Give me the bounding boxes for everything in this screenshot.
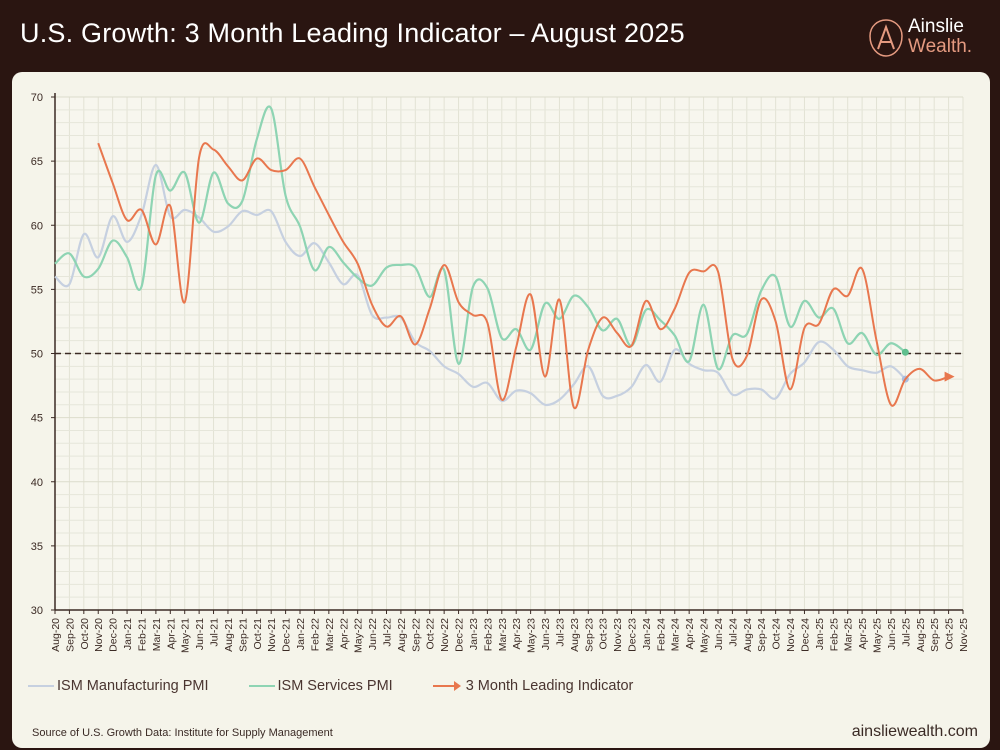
x-tick-label: Oct-21 bbox=[252, 618, 264, 650]
x-tick-label: Nov-22 bbox=[439, 618, 451, 652]
legend-arrow-icon bbox=[432, 681, 461, 691]
x-tick-label: Oct-20 bbox=[79, 618, 91, 650]
x-tick-label: Oct-22 bbox=[425, 618, 437, 650]
legend-swatch-services bbox=[248, 685, 275, 687]
x-tick-label: Jun-25 bbox=[886, 618, 898, 650]
x-tick-label: Apr-21 bbox=[165, 618, 177, 650]
series-leading-indicator bbox=[97, 142, 949, 410]
y-tick-label: 55 bbox=[31, 284, 43, 296]
x-tick-label: May-25 bbox=[872, 618, 884, 653]
y-tick-label: 70 bbox=[31, 92, 43, 104]
x-tick-label: Oct-25 bbox=[944, 618, 956, 650]
x-tick-label: Feb-25 bbox=[828, 618, 840, 651]
x-tick-label: Dec-22 bbox=[454, 618, 466, 652]
x-tick-label: Jul-23 bbox=[554, 618, 566, 647]
y-tick-label: 65 bbox=[31, 156, 43, 168]
legend-item-services: ISM Services PMI bbox=[248, 678, 393, 694]
x-tick-label: Nov-23 bbox=[612, 618, 624, 652]
x-tick-label: Sep-20 bbox=[64, 618, 76, 652]
legend-label: ISM Services PMI bbox=[277, 678, 393, 694]
y-tick-label: 35 bbox=[31, 541, 43, 553]
y-tick-label: 50 bbox=[31, 349, 43, 361]
legend: ISM Manufacturing PMI ISM Services PMI 3… bbox=[28, 678, 673, 694]
website-link[interactable]: ainsliewealth.com bbox=[851, 723, 978, 740]
logo-text-line2: Wealth. bbox=[908, 36, 973, 57]
y-tick-label: 40 bbox=[31, 477, 43, 489]
page-title: U.S. Growth: 3 Month Leading Indicator –… bbox=[20, 18, 685, 48]
legend-label: 3 Month Leading Indicator bbox=[465, 678, 634, 694]
x-tick-label: May-22 bbox=[353, 618, 365, 653]
x-tick-label: Apr-24 bbox=[684, 618, 696, 650]
x-tick-label: Jul-25 bbox=[900, 618, 912, 647]
x-tick-label: Aug-21 bbox=[223, 618, 235, 652]
x-tick-label: Jan-21 bbox=[122, 618, 134, 650]
x-tick-label: Sep-25 bbox=[929, 618, 941, 652]
x-tick-label: Jul-21 bbox=[209, 618, 221, 647]
legend-item-manufacturing: ISM Manufacturing PMI bbox=[28, 678, 209, 694]
y-tick-label: 60 bbox=[31, 220, 43, 232]
x-tick-label: Aug-24 bbox=[742, 618, 754, 652]
x-tick-label: Mar-21 bbox=[151, 618, 163, 651]
source-note: Source of U.S. Growth Data: Institute fo… bbox=[32, 727, 333, 739]
series-services-pmi-end-point bbox=[901, 348, 909, 356]
x-tick-label: Aug-20 bbox=[50, 618, 62, 652]
x-tick-label: Aug-23 bbox=[569, 618, 581, 652]
x-tick-label: Feb-23 bbox=[482, 618, 494, 651]
series-manufacturing-pmi bbox=[54, 163, 907, 407]
x-tick-label: Dec-24 bbox=[799, 618, 811, 652]
x-tick-label: Sep-24 bbox=[756, 618, 768, 652]
x-tick-label: Mar-23 bbox=[497, 618, 509, 651]
y-tick-label: 30 bbox=[31, 605, 43, 617]
x-tick-label: Jul-22 bbox=[381, 618, 393, 647]
x-tick-label: Sep-23 bbox=[583, 618, 595, 652]
x-tick-label: Aug-22 bbox=[396, 618, 408, 652]
series-services-pmi bbox=[54, 105, 907, 371]
x-tick-label: Sep-22 bbox=[410, 618, 422, 652]
x-tick-label: Nov-21 bbox=[266, 618, 278, 652]
x-tick-label: Dec-20 bbox=[108, 618, 120, 652]
brand-logo: Ainslie Wealth. bbox=[866, 14, 986, 60]
x-tick-label: Sep-21 bbox=[237, 618, 249, 652]
logo-text-line1: Ainslie bbox=[908, 16, 964, 37]
x-tick-label: May-21 bbox=[180, 618, 192, 653]
x-tick-label: Mar-22 bbox=[324, 618, 336, 651]
x-tick-label: Jan-23 bbox=[468, 618, 480, 650]
x-tick-label: Nov-20 bbox=[93, 618, 105, 652]
x-tick-label: Oct-24 bbox=[771, 618, 783, 650]
legend-label: ISM Manufacturing PMI bbox=[57, 678, 209, 694]
x-tick-label: Apr-22 bbox=[338, 618, 350, 650]
legend-swatch-manufacturing bbox=[28, 685, 54, 687]
x-tick-label: Apr-25 bbox=[857, 618, 869, 650]
x-tick-label: Jun-24 bbox=[713, 618, 725, 650]
x-tick-label: Apr-23 bbox=[511, 618, 523, 650]
x-tick-label: Dec-21 bbox=[281, 618, 293, 652]
x-tick-label: Feb-24 bbox=[655, 618, 667, 651]
x-tick-label: Mar-25 bbox=[843, 618, 855, 651]
legend-item-leading-indicator: 3 Month Leading Indicator bbox=[432, 678, 634, 694]
x-tick-label: Feb-21 bbox=[136, 618, 148, 651]
leading-indicator-arrow-icon bbox=[944, 371, 955, 382]
x-tick-label: Oct-23 bbox=[598, 618, 610, 650]
x-tick-label: Nov-25 bbox=[958, 618, 970, 652]
x-tick-label: Feb-22 bbox=[309, 618, 321, 651]
x-tick-label: Jan-24 bbox=[641, 618, 653, 650]
x-tick-label: May-24 bbox=[699, 618, 711, 653]
x-tick-label: Nov-24 bbox=[785, 618, 797, 652]
x-tick-label: Jul-24 bbox=[727, 618, 739, 647]
x-tick-label: Jan-25 bbox=[814, 618, 826, 650]
x-tick-label: Mar-24 bbox=[670, 618, 682, 651]
x-tick-label: Jun-23 bbox=[540, 618, 552, 650]
x-tick-label: Aug-25 bbox=[915, 618, 927, 652]
x-tick-label: Jun-22 bbox=[367, 618, 379, 650]
x-tick-label: May-23 bbox=[526, 618, 538, 653]
x-tick-label: Dec-23 bbox=[627, 618, 639, 652]
x-tick-label: Jun-21 bbox=[194, 618, 206, 650]
logo-a-icon bbox=[869, 19, 903, 57]
y-tick-label: 45 bbox=[31, 413, 43, 425]
x-tick-label: Jan-22 bbox=[295, 618, 307, 650]
